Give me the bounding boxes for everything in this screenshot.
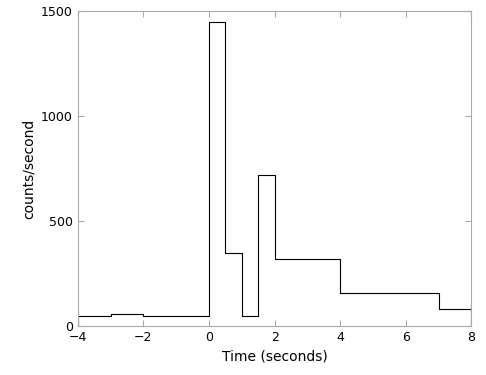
Y-axis label: counts/second: counts/second xyxy=(21,118,35,219)
X-axis label: Time (seconds): Time (seconds) xyxy=(222,350,328,364)
